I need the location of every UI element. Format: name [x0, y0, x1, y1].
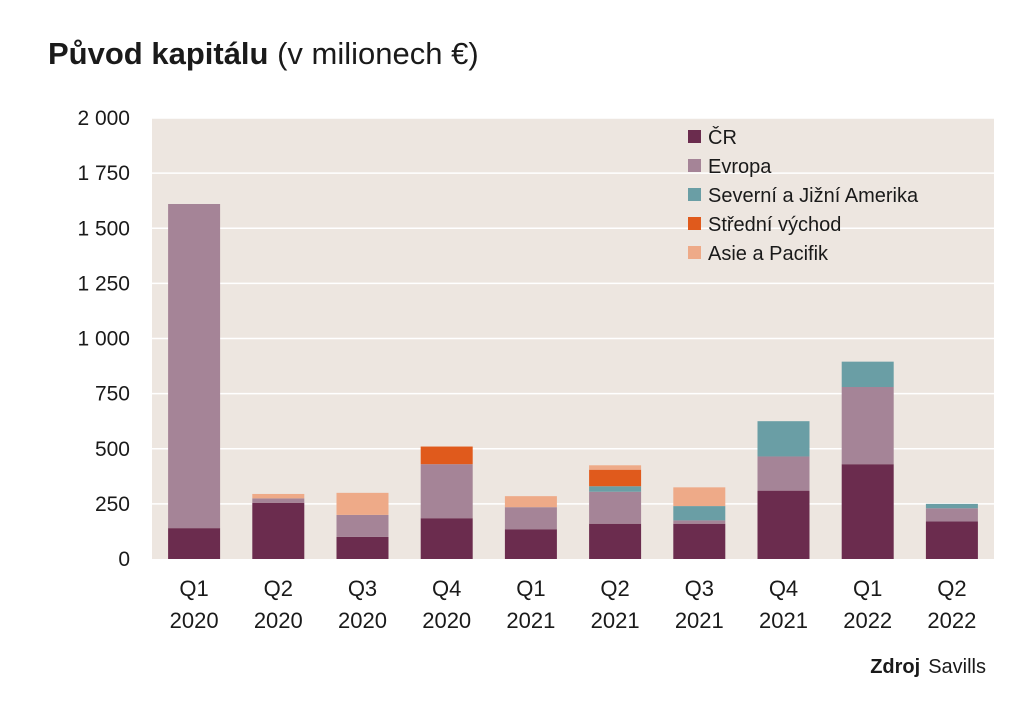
bar-segment — [841, 464, 894, 559]
y-tick-label: 1 000 — [77, 328, 130, 351]
legend-swatch — [688, 130, 701, 143]
x-tick-label: Q1 — [853, 576, 882, 601]
bar-segment — [589, 491, 642, 524]
y-tick-label: 2 000 — [77, 107, 130, 130]
bar-segment — [673, 487, 726, 507]
legend-label: ČR — [708, 126, 737, 149]
bar-segment — [420, 464, 473, 519]
legend-label: Severní a Jižní Amerika — [708, 185, 919, 207]
bar-segment — [757, 456, 810, 491]
x-tick-label: 2021 — [759, 608, 808, 633]
legend-label: Evropa — [708, 156, 772, 178]
x-tick-label: Q2 — [937, 576, 966, 601]
bar-segment — [336, 492, 389, 515]
bar-segment — [673, 520, 726, 524]
bar-segment — [252, 493, 305, 499]
x-tick-label: 2020 — [338, 608, 387, 633]
x-tick-label: Q1 — [516, 576, 545, 601]
x-tick-label: Q4 — [432, 576, 461, 601]
bar-segment — [336, 536, 389, 559]
x-tick-label: 2020 — [254, 608, 303, 633]
x-tick-label: Q2 — [264, 576, 293, 601]
bar-segment — [841, 361, 894, 388]
x-tick-label: 2020 — [422, 608, 471, 633]
x-tick-label: 2020 — [170, 608, 219, 633]
x-tick-label: Q3 — [685, 576, 714, 601]
bar-segment — [336, 514, 389, 537]
y-tick-label: 750 — [95, 383, 130, 406]
bar-segment — [925, 503, 978, 509]
y-tick-label: 0 — [118, 548, 130, 571]
bar-segment — [420, 518, 473, 559]
chart-title: Původ kapitálu (v milionech €) — [48, 34, 479, 74]
chart-title-main: Původ kapitálu — [48, 36, 269, 71]
source-value: Savills — [928, 656, 986, 678]
x-tick-label: 2022 — [843, 608, 892, 633]
bar-segment — [252, 498, 305, 503]
x-tick-label: Q4 — [769, 576, 798, 601]
legend-label: Střední východ — [708, 214, 841, 236]
bar-segment — [589, 523, 642, 559]
bar-segment — [925, 521, 978, 559]
x-tick-label: 2021 — [506, 608, 555, 633]
bar-segment — [589, 469, 642, 487]
legend-swatch — [688, 159, 701, 172]
bar-segment — [504, 496, 557, 508]
y-tick-label: 1 500 — [77, 217, 130, 240]
bar-segment — [757, 490, 810, 559]
bar-segment — [673, 523, 726, 559]
bar-segment — [504, 529, 557, 559]
bar-segment — [420, 446, 473, 465]
x-tick-label: Q3 — [348, 576, 377, 601]
source-label: Zdroj — [870, 656, 921, 678]
bar-segment — [841, 387, 894, 465]
bar-segment — [252, 502, 305, 559]
bar-segment — [673, 506, 726, 521]
bar-segment — [925, 508, 978, 522]
legend-label: Asie a Pacifik — [708, 243, 829, 265]
y-tick-label: 1 750 — [77, 162, 130, 185]
legend-swatch — [688, 188, 701, 201]
x-tick-label: 2021 — [675, 608, 724, 633]
bar-segment — [589, 486, 642, 492]
bar-segment — [168, 528, 221, 559]
bar-segment — [589, 465, 642, 470]
y-tick-label: 500 — [95, 438, 130, 461]
chart-title-unit: (v milionech €) — [277, 36, 479, 71]
bar-segment — [504, 507, 557, 530]
legend-swatch — [688, 217, 701, 230]
x-tick-label: 2021 — [591, 608, 640, 633]
y-tick-label: 250 — [95, 493, 130, 516]
bar-segment — [757, 421, 810, 457]
x-tick-label: Q2 — [600, 576, 629, 601]
x-tick-label: Q1 — [179, 576, 208, 601]
source-note: Zdroj Savills — [870, 656, 986, 679]
y-tick-label: 1 250 — [77, 272, 130, 295]
legend-swatch — [688, 246, 701, 259]
bar-segment — [168, 203, 221, 529]
x-tick-label: 2022 — [927, 608, 976, 633]
